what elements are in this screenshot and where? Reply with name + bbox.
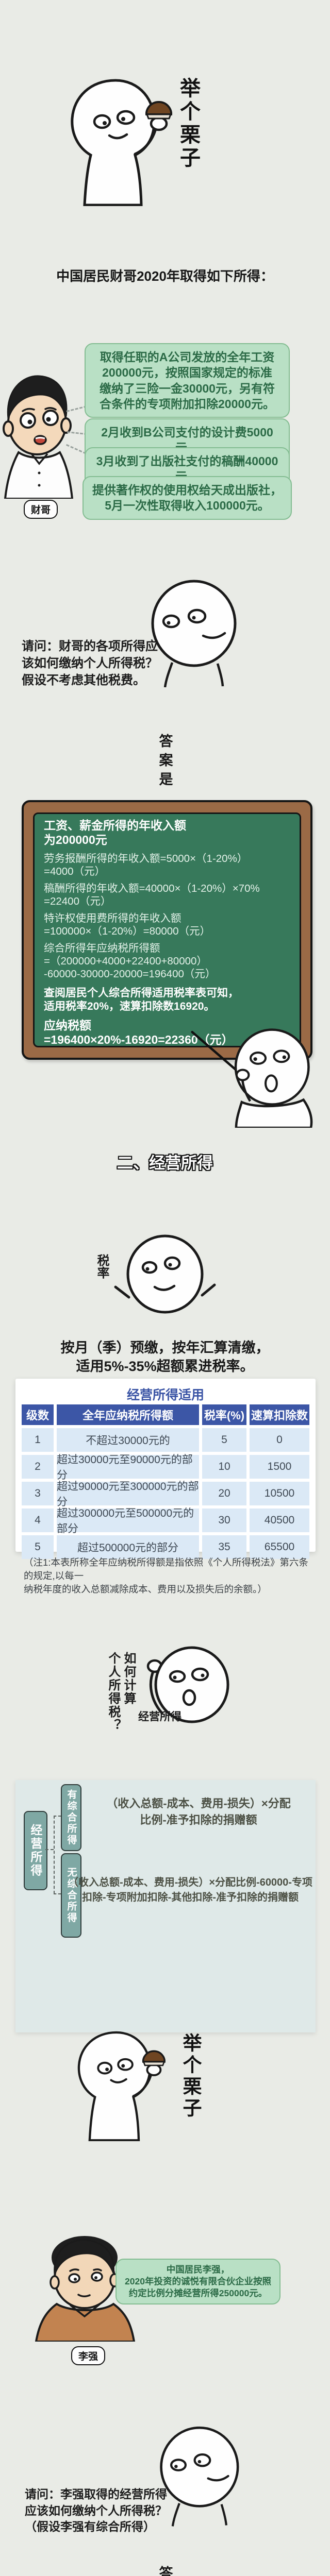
board1-line-salary: 工资、薪金所得的年收入额 为200000元 (44, 819, 186, 847)
diagram-connector (54, 1893, 61, 1894)
business-income-formula-diagram: 经营所得 有综合所得 无综合所得 （收入总额-成本、费用-损失）×分配 比例-准… (15, 1780, 316, 2032)
table-cell: 1500 (250, 1455, 309, 1479)
table-cell: 超过300000元至500000元的部分 (57, 1507, 199, 1535)
how-question-col-right: 如何计算 (122, 1652, 136, 1705)
mascot-chestnut-icon (77, 2031, 166, 2141)
liqiang-bubble: 中国居民李强， 2020年投资的诚悦有限合伙企业按照 约定比例分摊经营所得250… (116, 2259, 280, 2305)
diagram-branch-without-comprehensive: 无综合所得 (61, 1853, 81, 1938)
how-question-col-left: 个人所得税？ (106, 1652, 120, 1732)
section2-title: 二、经营所得 (117, 1154, 213, 1172)
example-label-2: 举个栗子 (180, 2033, 201, 2120)
table-title: 经营所得适用 (126, 1388, 204, 1402)
caige-bubble-salary: 取得任职的A公司发放的全年工资 200000元，按照国家规定的标准 缴纳了三险一… (85, 343, 290, 418)
tax-rate-table: 级数 全年应纳税所得额 税率(%) 速算扣除数 1 不超过30000元的 5 0… (22, 1404, 309, 1559)
col-header-rate: 税率(%) (202, 1404, 246, 1425)
table-cell: 5 (22, 1535, 54, 1559)
table-cell: 20 (202, 1482, 246, 1505)
mascot-smirk-icon (151, 580, 237, 687)
caige-bubble-royalty: 提供著作权的使用权给天成出版社， 5月一次性取得收入100000元。 (82, 476, 292, 520)
liqiang-name-tag: 李强 (71, 2346, 106, 2365)
table-cell: 65500 (250, 1535, 309, 1559)
table-cell: 1 (22, 1428, 54, 1452)
diagram-connector (45, 1849, 54, 1850)
rate-note: 按月（季）预缴，按年汇算清缴， 适用5%-35%超额累进税率。 (60, 1340, 270, 1375)
intro-title: 中国居民财哥2020年取得如下所得： (56, 268, 274, 284)
diagram-connector (54, 1816, 55, 1894)
diagram-connector (54, 1816, 61, 1817)
blackboard-1: 工资、薪金所得的年收入额 为200000元 劳务报酬所得的年收入额=5000×（… (22, 800, 312, 1060)
formula-with-comprehensive: （收入总额-成本、费用-损失）×分配 比例-准予扣除的捐赠额 (106, 1797, 291, 1826)
answer-label-1: 答案是 (157, 734, 173, 791)
mascot-wave-icon (146, 1646, 229, 1723)
question-2: 请问：李强取得的经营所得 应该如何缴纳个人所得税？ （假设李强有综合所得） (25, 2487, 167, 2534)
table-cell: 10500 (250, 1482, 309, 1505)
table-cell: 40500 (250, 1509, 309, 1532)
taxrate-label: 税率 (95, 1254, 109, 1279)
board1-line-rate-lookup: 查阅居民个人综合所得适用税率表可知， 适用税率20%，速算扣除数16920。 (44, 987, 239, 1012)
table-cell: 5 (202, 1428, 246, 1452)
mascot-taxrate-icon (114, 1234, 216, 1314)
table-cell: 30 (202, 1509, 246, 1532)
col-header-income: 全年应纳税所得额 (57, 1404, 199, 1425)
example-label-1: 举个栗子 (177, 77, 200, 170)
col-header-level: 级数 (22, 1404, 54, 1425)
table-cell: 3 (22, 1482, 54, 1505)
jingying-tag: 经营所得 (138, 1711, 182, 1723)
table-cell: 超过90000元至300000元的部分 (57, 1481, 199, 1508)
formula-without-comprehensive: （收入总额-成本、费用-损失）×分配比例-60000-专项 扣除-专项附加扣除-… (68, 1877, 312, 1903)
diagram-branch-with-comprehensive: 有综合所得 (61, 1784, 81, 1851)
table-cell: 4 (22, 1509, 54, 1532)
table-cell: 2 (22, 1455, 54, 1479)
mascot-chestnut-icon (71, 79, 173, 206)
blackboard-1-surface: 工资、薪金所得的年收入额 为200000元 劳务报酬所得的年收入额=5000×（… (33, 812, 301, 1047)
caige-avatar (3, 375, 74, 499)
tax-rate-table-panel: 经营所得适用 级数 全年应纳税所得额 税率(%) 速算扣除数 1 不超过3000… (15, 1379, 316, 1559)
table-cell: 10 (202, 1455, 246, 1479)
col-header-deduction: 速算扣除数 (250, 1404, 309, 1425)
table-note: （注1:本表所称全年应纳税所得额是指依照《个人所得税法》第六条的规定,以每一 纳… (24, 1557, 308, 1595)
table-cell: 不超过30000元的 (57, 1428, 199, 1452)
board1-line-remuneration: 稿酬所得的年收入额=40000×（1-20%）×70% =22400（元） (44, 883, 260, 908)
diagram-root-box: 经营所得 (24, 1811, 47, 1890)
liqiang-avatar (35, 2236, 136, 2342)
caige-name-tag: 财哥 (24, 500, 58, 519)
table-cell: 超过30000元至90000元的部分 (57, 1454, 199, 1481)
board1-line-royalty: 特许权使用费所得的年收入额 =100000×（1-20%）=80000（元） (44, 912, 211, 938)
mascot-smirk-icon (160, 2426, 239, 2527)
board1-line-comprehensive: 综合所得年应纳税所得额 =（200000+4000+22400+80000） -… (44, 942, 216, 980)
mascot-teacher-icon (191, 1028, 313, 1128)
answer-label-2: 答案是 (0, 2566, 330, 2576)
board1-line-labor: 劳务报酬所得的年收入额=5000×（1-20%） =4000（元） (44, 853, 248, 878)
table-cell: 超过500000元的部分 (57, 1535, 199, 1559)
question-1: 请问：财哥的各项所得应 该如何缴纳个人所得税？ 假设不考虑其他税费。 (22, 639, 158, 688)
table-cell: 0 (250, 1428, 309, 1452)
table-cell: 35 (202, 1535, 246, 1559)
